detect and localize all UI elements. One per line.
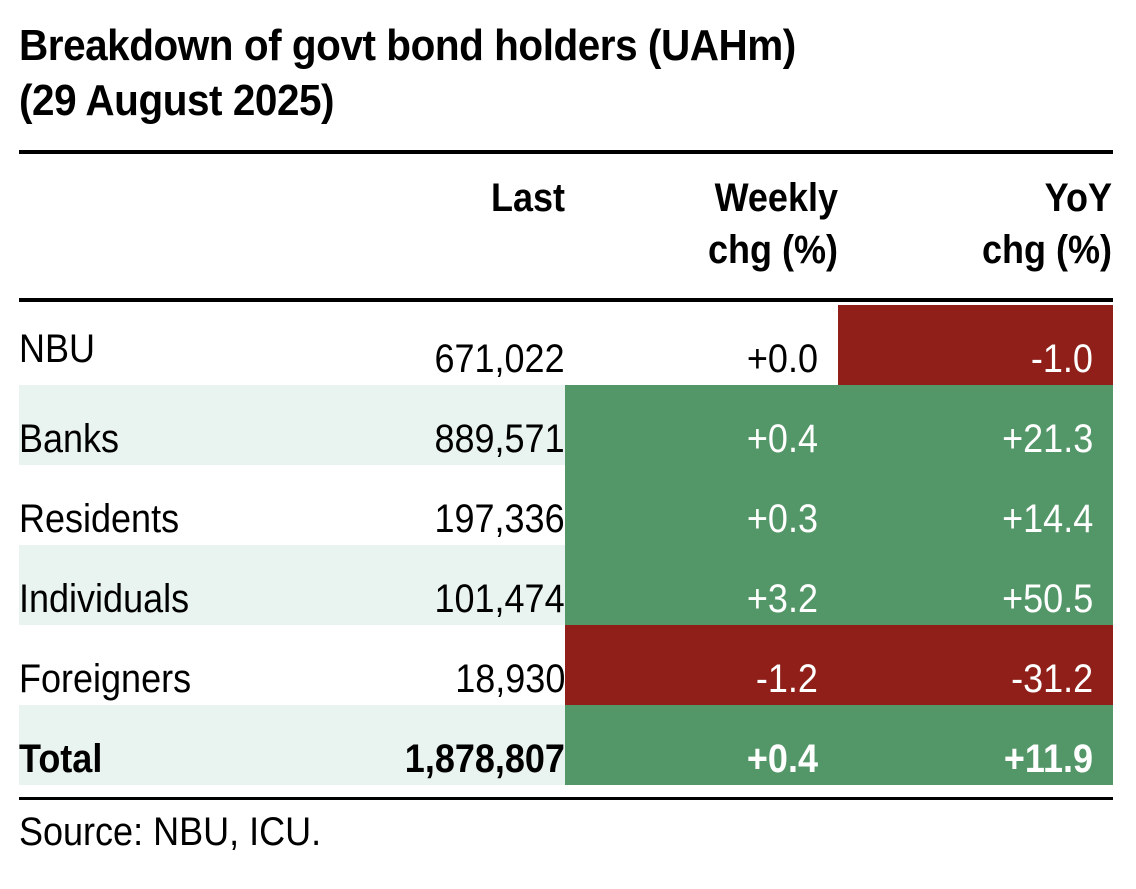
cell-yoy-change: +11.9 [838,705,1113,785]
cell-weekly-change-value: +0.4 [746,737,818,781]
cell-weekly-change: +0.4 [565,385,838,465]
cell-weekly-change: +0.0 [565,305,838,385]
cell-yoy-change-value: -31.2 [1010,657,1093,701]
cell-weekly-change: +3.2 [565,545,838,625]
cell-last-value: 1,878,807 [404,737,565,781]
cell-yoy-change: -1.0 [838,305,1113,385]
cell-last: 1,878,807 [219,705,565,785]
cell-yoy-change-value: +11.9 [1003,737,1093,781]
bottom-rule [19,797,1113,800]
column-header-weekly-line-1: Weekly [714,176,838,220]
cell-last: 18,930 [219,625,565,705]
cell-last: 101,474 [219,545,565,625]
row-label-value: Foreigners [19,657,192,701]
row-label: Banks [19,385,565,465]
title-line-2: (29 August 2025) [19,76,335,125]
column-header-yoy-line-2: chg (%) [982,228,1112,272]
table-row: Total 1,878,807 +0.4 +11.9 [19,705,1113,785]
row-label: Total [19,705,565,785]
cell-yoy-change: +50.5 [838,545,1113,625]
cell-yoy-change: +14.4 [838,465,1113,545]
cell-weekly-change-value: +0.3 [746,497,818,541]
row-label: Foreigners [19,625,565,705]
row-label-value: Individuals [19,577,190,621]
column-header-last: Last [367,172,565,224]
cell-weekly-change: -1.2 [565,625,838,705]
cell-last-value: 101,474 [434,577,565,621]
cell-last: 889,571 [219,385,565,465]
row-label: NBU [19,305,565,385]
cell-weekly-change-value: -1.2 [755,657,818,701]
row-label: Residents [19,465,565,545]
cell-last-value: 197,336 [434,497,565,541]
column-header-weekly: Weekly chg (%) [604,172,838,276]
table-title: Breakdown of govt bond holders (UAHm) (2… [19,18,1031,128]
cell-yoy-change: +21.3 [838,385,1113,465]
cell-weekly-change-value: +0.0 [746,337,818,381]
cell-yoy-change-value: +50.5 [1001,577,1093,621]
table-row: NBU 671,022 +0.0 -1.0 [19,305,1113,385]
column-header-last-label: Last [490,176,565,220]
row-label-value: Total [19,737,103,781]
row-label: Individuals [19,545,565,625]
title-line-1: Breakdown of govt bond holders (UAHm) [19,21,796,70]
column-header-weekly-line-2: chg (%) [708,228,838,272]
header-rule [19,298,1113,302]
table-row: Banks 889,571 +0.4 +21.3 [19,385,1113,465]
column-header-yoy: YoY chg (%) [878,172,1112,276]
table-row: Residents 197,336 +0.3 +14.4 [19,465,1113,545]
source-note: Source: NBU, ICU. [19,810,322,854]
cell-last: 197,336 [219,465,565,545]
cell-weekly-change-value: +0.4 [746,417,818,461]
cell-last: 671,022 [219,305,565,385]
cell-last-value: 889,571 [434,417,565,461]
cell-yoy-change-value: +14.4 [1001,497,1093,541]
cell-yoy-change: -31.2 [838,625,1113,705]
row-label-value: Residents [19,497,180,541]
cell-last-value: 671,022 [434,337,565,381]
top-rule [19,150,1113,154]
cell-yoy-change-value: -1.0 [1030,337,1093,381]
cell-weekly-change: +0.3 [565,465,838,545]
holders-table: NBU 671,022 +0.0 -1.0 Banks 889,571 +0.4 +21.3 R… [19,305,1113,785]
column-header-yoy-line-1: YoY [1044,176,1112,220]
table-row: Individuals 101,474 +3.2 +50.5 [19,545,1113,625]
row-label-value: Banks [19,417,120,461]
cell-last-value: 18,930 [454,657,565,701]
cell-weekly-change-value: +3.2 [746,577,818,621]
cell-yoy-change-value: +21.3 [1001,417,1093,461]
cell-weekly-change: +0.4 [565,705,838,785]
row-label-value: NBU [19,327,96,371]
table-row: Foreigners 18,930 -1.2 -31.2 [19,625,1113,705]
